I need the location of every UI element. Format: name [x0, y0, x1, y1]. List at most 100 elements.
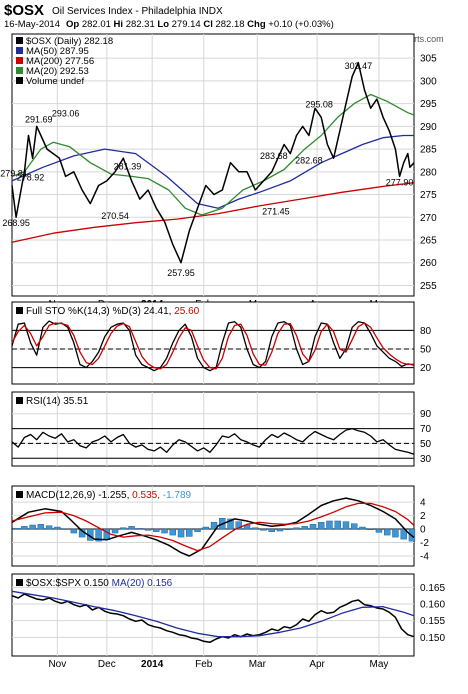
y-tick-label: 270	[420, 213, 437, 224]
histogram-bar	[326, 520, 333, 530]
ohlc-value: 282.01	[82, 19, 111, 30]
histogram-bar	[111, 528, 119, 534]
x-tick-label: May	[370, 659, 389, 670]
histogram-bar	[235, 521, 242, 530]
series-line-price	[11, 61, 415, 264]
series-line-stoK	[11, 320, 415, 372]
series-line-macd	[11, 497, 415, 557]
legend-entry: -1.789	[160, 490, 192, 501]
panel-price: 255260265270275280285290295300305279.812…	[0, 33, 437, 310]
histogram-bar	[95, 528, 102, 542]
histogram-bar	[136, 528, 144, 530]
histogram-bar	[21, 526, 28, 530]
y-tick-label: 0.155	[420, 616, 445, 627]
histogram-bar	[260, 528, 267, 531]
legend-entry: MA(20) 0.156	[109, 578, 173, 589]
y-tick-label: 0.160	[420, 600, 445, 611]
y-tick-label: 255	[420, 281, 437, 292]
histogram-bar	[384, 528, 391, 536]
histogram-bar	[54, 526, 61, 530]
histogram-bar	[276, 528, 284, 532]
legend-swatch	[16, 579, 23, 586]
ohlc-value: 279.14	[172, 19, 201, 30]
ohlc-key: Chg	[245, 19, 269, 30]
legend-entry: MA(200) 277.56	[26, 56, 94, 67]
price-annotation: 277.90	[386, 177, 414, 187]
panel-legend: $OSX:$SPX 0.150 MA(20) 0.156	[26, 578, 173, 589]
series-line-signal	[11, 502, 415, 552]
panel-frame	[11, 33, 415, 297]
y-tick-label: 265	[420, 236, 437, 247]
y-tick-label: 90	[420, 409, 432, 420]
y-tick-label: 30	[420, 454, 432, 465]
histogram-bar	[186, 528, 193, 537]
price-annotation: 303.47	[345, 61, 373, 71]
panel-sto: 20 50 80 Full STO %K(14,3) %D(3) 24.41, 25.…	[11, 301, 432, 385]
histogram-bar	[268, 528, 275, 532]
legend-entry: MA(50) 287.95	[26, 46, 89, 57]
legend-entry: 25.60	[171, 306, 199, 317]
histogram-bar	[120, 527, 127, 530]
legend-swatch	[16, 491, 23, 498]
y-tick-label: 305	[420, 54, 437, 65]
legend-entry: 0.535,	[129, 490, 160, 501]
price-annotation: 271.45	[262, 207, 290, 217]
ohlc-value: +0.10 (+0.03%)	[268, 19, 334, 30]
x-tick-label: Mar	[249, 659, 267, 670]
y-tick-label: 50	[420, 439, 432, 450]
price-annotation: 282.68	[295, 156, 323, 166]
series-line-ratioMa	[11, 590, 415, 638]
series-line-ratio	[11, 593, 415, 644]
price-annotation: 295.08	[305, 99, 333, 109]
legend-entry: Volume undef	[26, 76, 84, 87]
histogram-bar	[359, 526, 366, 530]
histogram-bar	[161, 528, 168, 534]
price-annotation: 279.81	[0, 169, 28, 179]
legend-entry: RSI(14) 35.51	[26, 396, 89, 407]
legend-swatch	[16, 67, 23, 74]
y-tick-label: 260	[420, 258, 437, 269]
ohlc-key: Lo	[155, 19, 172, 30]
y-tick-label: 0.150	[420, 633, 445, 644]
legend-swatch	[16, 307, 23, 314]
histogram-bar	[169, 528, 177, 536]
panel-rsi: 30 50 70 90 RSI(14) 35.51	[11, 391, 432, 467]
legend-swatch	[16, 57, 23, 64]
panel-legend: MACD(12,26,9) -1.255, 0.535, -1.789	[26, 490, 192, 501]
legend-swatch	[16, 397, 23, 404]
x-tick-label: 2014	[141, 659, 164, 670]
x-tick-label: Nov	[48, 659, 66, 670]
y-tick-label: 20	[420, 363, 432, 374]
y-tick-label: 0	[420, 525, 426, 536]
histogram-bar	[301, 526, 308, 530]
histogram-bar	[62, 528, 69, 530]
y-tick-label: 280	[420, 167, 437, 178]
histogram-bar	[37, 524, 45, 530]
ohlc-key: Hi	[111, 19, 126, 30]
price-annotation: 281.39	[114, 162, 142, 172]
x-tick-label: Apr	[309, 659, 325, 670]
symbol-label: $OSX	[4, 2, 44, 19]
indicator-panels: 255260265270275280285290295300305279.812…	[0, 33, 445, 670]
histogram-bar	[351, 523, 358, 530]
histogram-bar	[153, 528, 160, 532]
y-tick-label: 70	[420, 424, 432, 435]
series-line-ma50	[11, 134, 414, 209]
legend-swatch	[16, 37, 23, 44]
price-annotation: 278.92	[17, 173, 45, 183]
price-annotation: 283.68	[260, 151, 288, 161]
histogram-bar	[252, 527, 259, 530]
histogram-bar	[45, 525, 53, 530]
ohlc-readout: Op 282.01 Hi 282.31 Lo 279.14 Cl 282.18 …	[66, 19, 334, 30]
y-tick-label: 295	[420, 99, 437, 110]
histogram-bar	[194, 528, 201, 532]
series-line-ma20	[11, 93, 415, 216]
series-line-stoD	[11, 322, 415, 370]
legend-swatch	[16, 47, 23, 54]
histogram-bar	[318, 522, 325, 530]
y-tick-label: 80	[420, 326, 432, 337]
histogram-bar	[29, 524, 36, 530]
histogram-bar	[392, 528, 399, 538]
y-tick-label: 2	[420, 511, 426, 522]
